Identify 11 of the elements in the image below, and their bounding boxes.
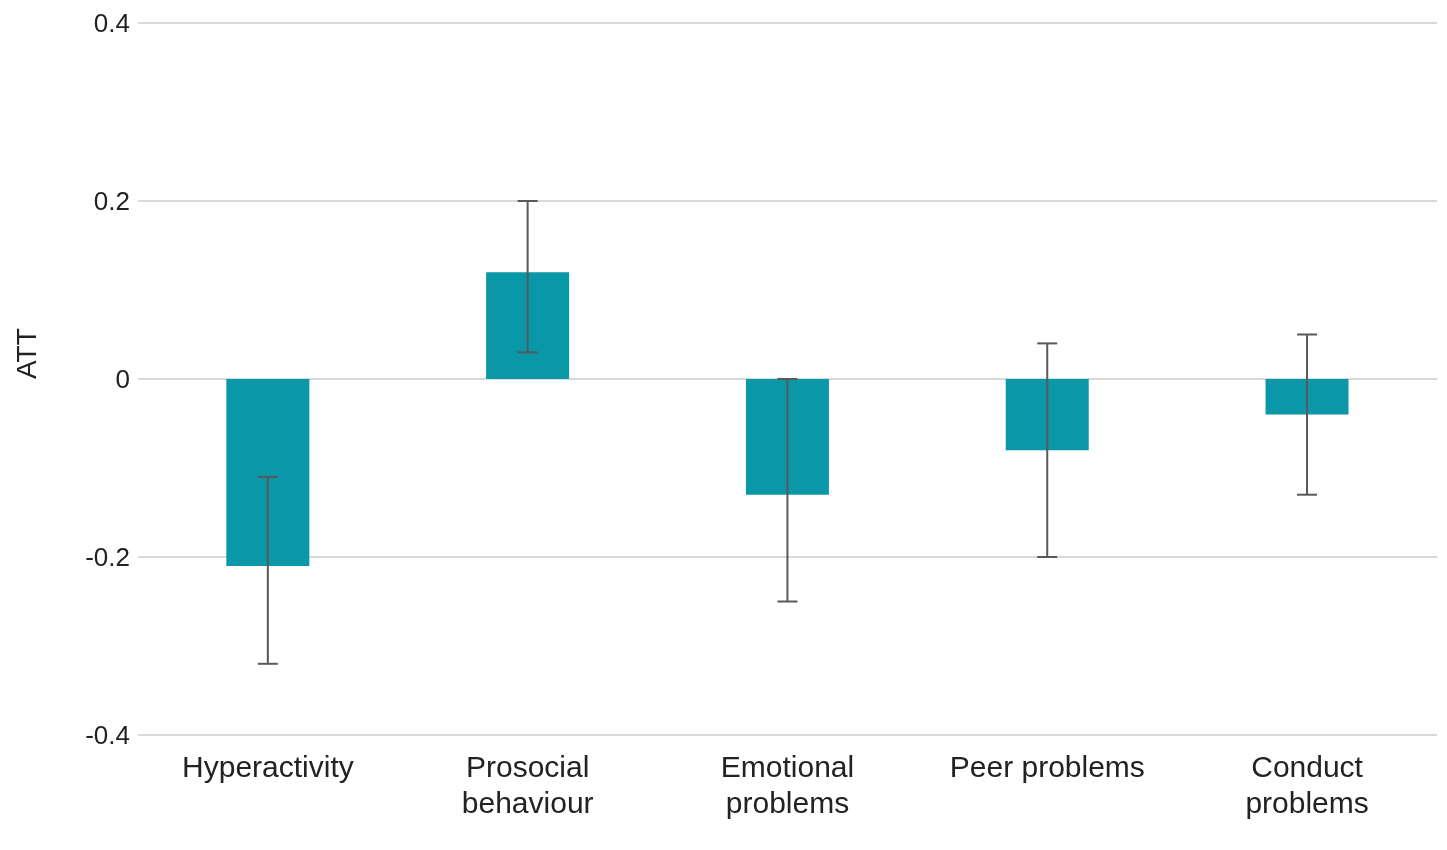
y-tick-label: -0.2: [85, 542, 130, 573]
y-tick-label: -0.4: [85, 720, 130, 751]
y-tick-label: 0: [115, 364, 130, 395]
y-tick-label: 0.4: [93, 8, 130, 39]
y-tick-label: 0.2: [93, 186, 130, 217]
x-tick-label: Hyperactivity: [182, 750, 354, 783]
x-tick-label: Emotional problems: [720, 750, 855, 819]
x-tick-label: Prosocial behaviour: [461, 750, 594, 819]
y-axis-title: ATT: [10, 328, 42, 379]
x-tick-label: Conduct problems: [1245, 750, 1369, 819]
x-tick-label: Peer problems: [949, 750, 1145, 783]
